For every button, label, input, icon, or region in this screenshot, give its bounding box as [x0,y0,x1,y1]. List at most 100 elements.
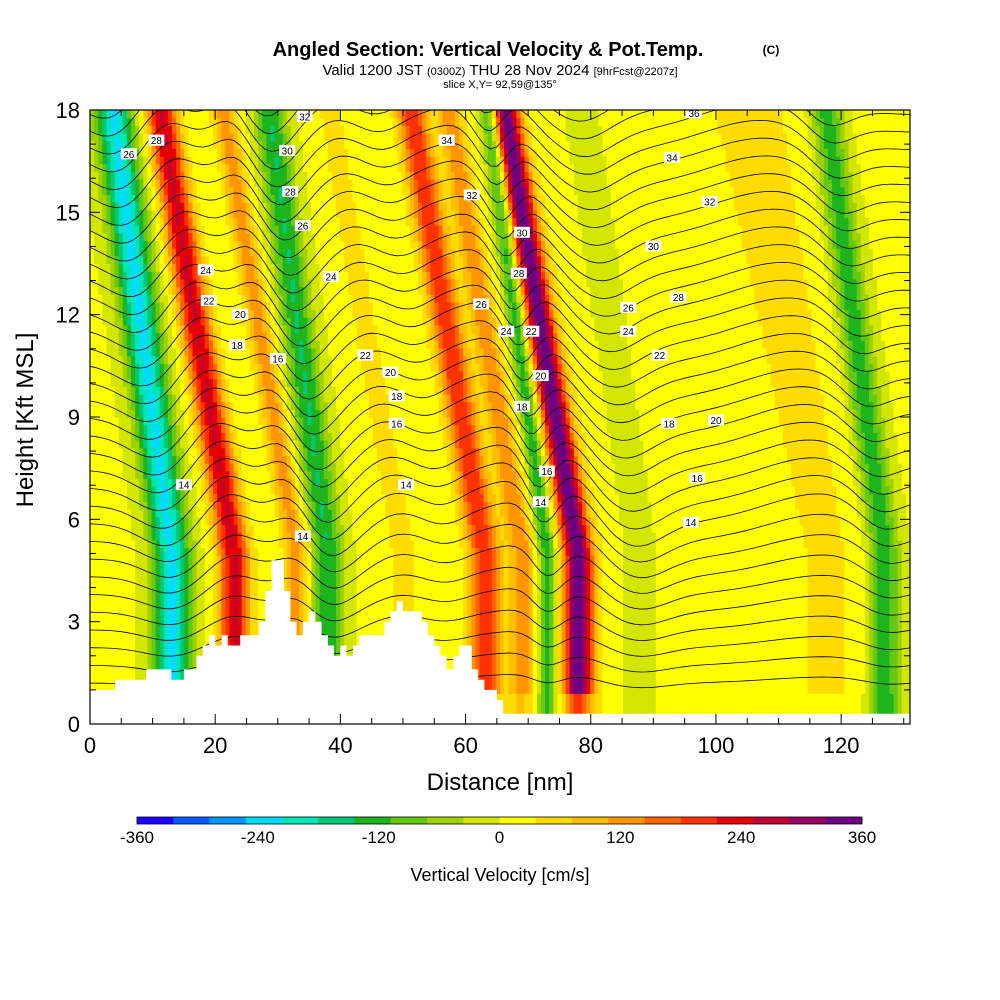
velocity-cell [844,685,850,694]
velocity-cell [635,570,640,579]
velocity-cell [295,547,300,556]
velocity-cell [561,616,567,625]
velocity-cell [791,555,796,564]
velocity-cell [319,608,325,618]
velocity-cell [483,654,489,664]
velocity-cell [643,662,649,671]
velocity-cell [483,631,489,641]
velocity-cell [717,639,722,648]
velocity-cell [163,555,169,564]
velocity-cell [717,616,722,625]
velocity-cell [594,608,599,618]
velocity-cell [459,616,464,625]
velocity-cell [286,547,292,556]
velocity-cell [787,539,792,549]
velocity-cell [606,616,612,625]
velocity-cell [524,570,530,579]
velocity-cell [368,608,374,618]
velocity-cell [733,624,739,633]
velocity-cell [791,562,796,572]
velocity-cell [750,639,755,648]
velocity-cell [541,616,546,625]
velocity-cell [889,693,895,702]
velocity-cell [885,685,891,694]
velocity-cell [442,532,448,541]
velocity-cell [733,608,739,618]
velocity-cell [167,639,173,648]
velocity-cell [877,585,882,595]
velocity-cell [336,624,341,633]
velocity-cell [823,670,829,679]
velocity-cell [840,662,845,671]
velocity-cell [545,585,550,595]
velocity-cell [155,570,161,579]
velocity-cell [659,708,665,717]
velocity-cell [196,562,202,572]
velocity-cell [725,547,731,556]
velocity-cell [803,662,809,671]
velocity-cell [553,570,558,579]
velocity-cell [668,662,673,671]
velocity-cell [647,677,653,687]
velocity-cell [795,670,800,679]
velocity-cell [680,685,686,694]
velocity-cell [602,700,608,710]
velocity-cell [836,631,841,641]
velocity-cell [655,555,661,564]
velocity-cell [122,601,128,610]
velocity-cell [368,585,374,595]
velocity-cell [114,547,120,556]
velocity-cell [356,624,362,633]
velocity-cell [221,585,226,595]
velocity-cell [881,639,886,648]
velocity-cell [684,631,690,641]
velocity-cell [176,585,181,595]
velocity-cell [147,585,153,595]
velocity-cell [327,578,333,587]
velocity-cell [713,670,718,679]
velocity-cell [434,570,440,579]
velocity-cell [602,708,608,717]
velocity-cell [729,647,735,656]
velocity-cell [754,562,759,572]
velocity-cell [483,662,489,671]
velocity-cell [401,601,407,610]
velocity-cell [524,532,530,541]
velocity-cell [377,608,382,618]
velocity-cell [651,562,657,572]
velocity-cell [635,693,640,702]
velocity-cell [700,616,706,625]
velocity-cell [737,593,743,602]
velocity-cell [873,654,878,664]
velocity-cell [647,547,653,556]
velocity-cell [356,608,362,618]
velocity-cell [811,624,817,633]
velocity-cell [536,585,542,595]
velocity-cell [823,677,829,687]
velocity-cell [729,616,735,625]
velocity-cell [102,624,107,633]
velocity-cell [754,631,759,641]
velocity-cell [700,708,706,717]
velocity-cell [266,570,271,579]
velocity-cell [442,539,448,549]
velocity-cell [340,555,345,564]
velocity-cell [598,601,604,610]
velocity-cell [106,601,112,610]
velocity-cell [463,608,468,618]
velocity-cell [200,616,206,625]
velocity-cell [627,700,632,710]
velocity-cell [815,616,821,625]
velocity-cell [393,570,399,579]
velocity-cell [836,685,841,694]
velocity-cell [323,608,329,618]
velocity-cell [795,562,800,572]
velocity-cell [610,532,616,541]
forecast-info: [9hrFcst@2207z] [594,66,678,78]
velocity-cell [688,601,694,610]
velocity-cell [545,654,550,664]
velocity-cell [598,578,604,587]
velocity-cell [200,631,206,641]
velocity-cell [188,608,194,618]
velocity-cell [323,570,329,579]
